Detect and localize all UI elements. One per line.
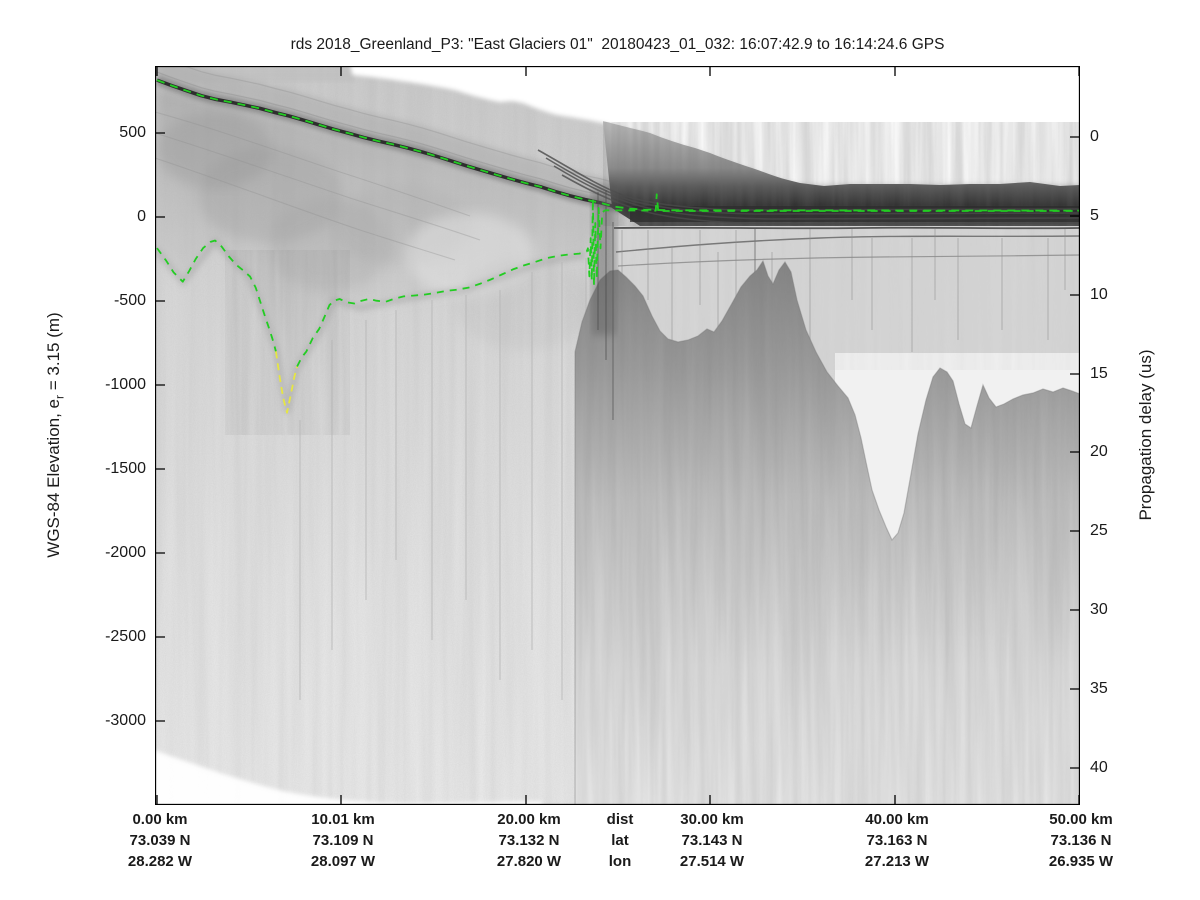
sub-bottom-reflectors bbox=[613, 226, 1080, 267]
lat-6: 73.136 N bbox=[1050, 832, 1112, 849]
right-tick-15: 15 bbox=[1090, 365, 1108, 382]
right-tick-20: 20 bbox=[1090, 443, 1108, 460]
right-tick-10: 10 bbox=[1090, 286, 1108, 303]
surface-echo-stroke bbox=[182, 66, 1080, 188]
left-tick--3000: -3000 bbox=[105, 712, 146, 729]
x-col-40km: 40.00 km 73.163 N 27.213 W bbox=[822, 809, 972, 872]
right-tick-40: 40 bbox=[1090, 759, 1108, 776]
lon-4: 27.514 W bbox=[679, 853, 745, 870]
x-col-30km: 30.00 km 73.143 N 27.514 W bbox=[637, 809, 787, 872]
surface-pick bbox=[156, 79, 1080, 212]
lat-header: lat bbox=[611, 832, 629, 849]
lat-4: 73.143 N bbox=[681, 832, 743, 849]
lat-2: 73.132 N bbox=[498, 832, 560, 849]
plot-title: rds 2018_Greenland_P3: "East Glaciers 01… bbox=[290, 36, 945, 53]
lat-5: 73.163 N bbox=[866, 832, 928, 849]
left-tick--2000: -2000 bbox=[105, 544, 146, 561]
x-col-10km: 10.01 km 73.109 N 28.097 W bbox=[268, 809, 418, 872]
internal-layers bbox=[155, 111, 481, 261]
lon-1: 28.097 W bbox=[310, 853, 376, 870]
x-col-headers: dist lat lon bbox=[545, 809, 695, 872]
left-axis-label-subscript: r bbox=[52, 394, 67, 399]
lon-header: lon bbox=[608, 853, 632, 870]
lon-5: 27.213 W bbox=[864, 853, 930, 870]
dist-2: 20.00 km bbox=[497, 811, 561, 828]
lat-1: 73.109 N bbox=[312, 832, 374, 849]
right-tick-0: 0 bbox=[1090, 128, 1099, 145]
dist-5: 40.00 km bbox=[865, 811, 929, 828]
dist-0: 0.00 km bbox=[132, 811, 188, 828]
echogram-canvas bbox=[155, 66, 1080, 805]
dist-header: dist bbox=[606, 811, 634, 828]
left-tick--1500: -1500 bbox=[105, 460, 146, 477]
axes-box bbox=[155, 66, 1080, 805]
dist-4: 30.00 km bbox=[680, 811, 744, 828]
surface-echo-stroke bbox=[156, 71, 1080, 204]
x-col-50km: 50.00 km 73.136 N 26.935 W bbox=[1006, 809, 1156, 872]
right-tick-30: 30 bbox=[1090, 601, 1108, 618]
dist-1: 10.01 km bbox=[311, 811, 375, 828]
layer-picks bbox=[156, 79, 1080, 414]
left-axis-label-prefix: WGS-84 Elevation, e bbox=[44, 398, 63, 558]
x-col-0km: 0.00 km 73.039 N 28.282 W bbox=[85, 809, 235, 872]
ice-interior-texture bbox=[157, 68, 595, 435]
x-col-20km: 20.00 km 73.132 N 27.820 W bbox=[454, 809, 604, 872]
bed-pick-west bbox=[156, 239, 277, 352]
left-tick--2500: -2500 bbox=[105, 628, 146, 645]
right-tick-25: 25 bbox=[1090, 522, 1108, 539]
dist-6: 50.00 km bbox=[1049, 811, 1113, 828]
lon-2: 27.820 W bbox=[496, 853, 562, 870]
right-tick-35: 35 bbox=[1090, 680, 1108, 697]
sea-surface-band bbox=[537, 121, 1080, 226]
bed-pick-east bbox=[296, 193, 1079, 367]
left-tick--1000: -1000 bbox=[105, 376, 146, 393]
left-tick-0: 0 bbox=[137, 208, 146, 225]
bed-pick-low-confidence bbox=[275, 351, 298, 414]
left-axis-label: WGS-84 Elevation, er = 3.15 (m) bbox=[43, 215, 67, 655]
left-tick--500: -500 bbox=[113, 292, 146, 309]
lat-0: 73.039 N bbox=[129, 832, 191, 849]
right-tick-5: 5 bbox=[1090, 207, 1099, 224]
left-tick-500: 500 bbox=[119, 124, 146, 141]
lon-6: 26.935 W bbox=[1048, 853, 1114, 870]
subglacial-streaks bbox=[299, 258, 587, 720]
lon-0: 28.282 W bbox=[127, 853, 193, 870]
